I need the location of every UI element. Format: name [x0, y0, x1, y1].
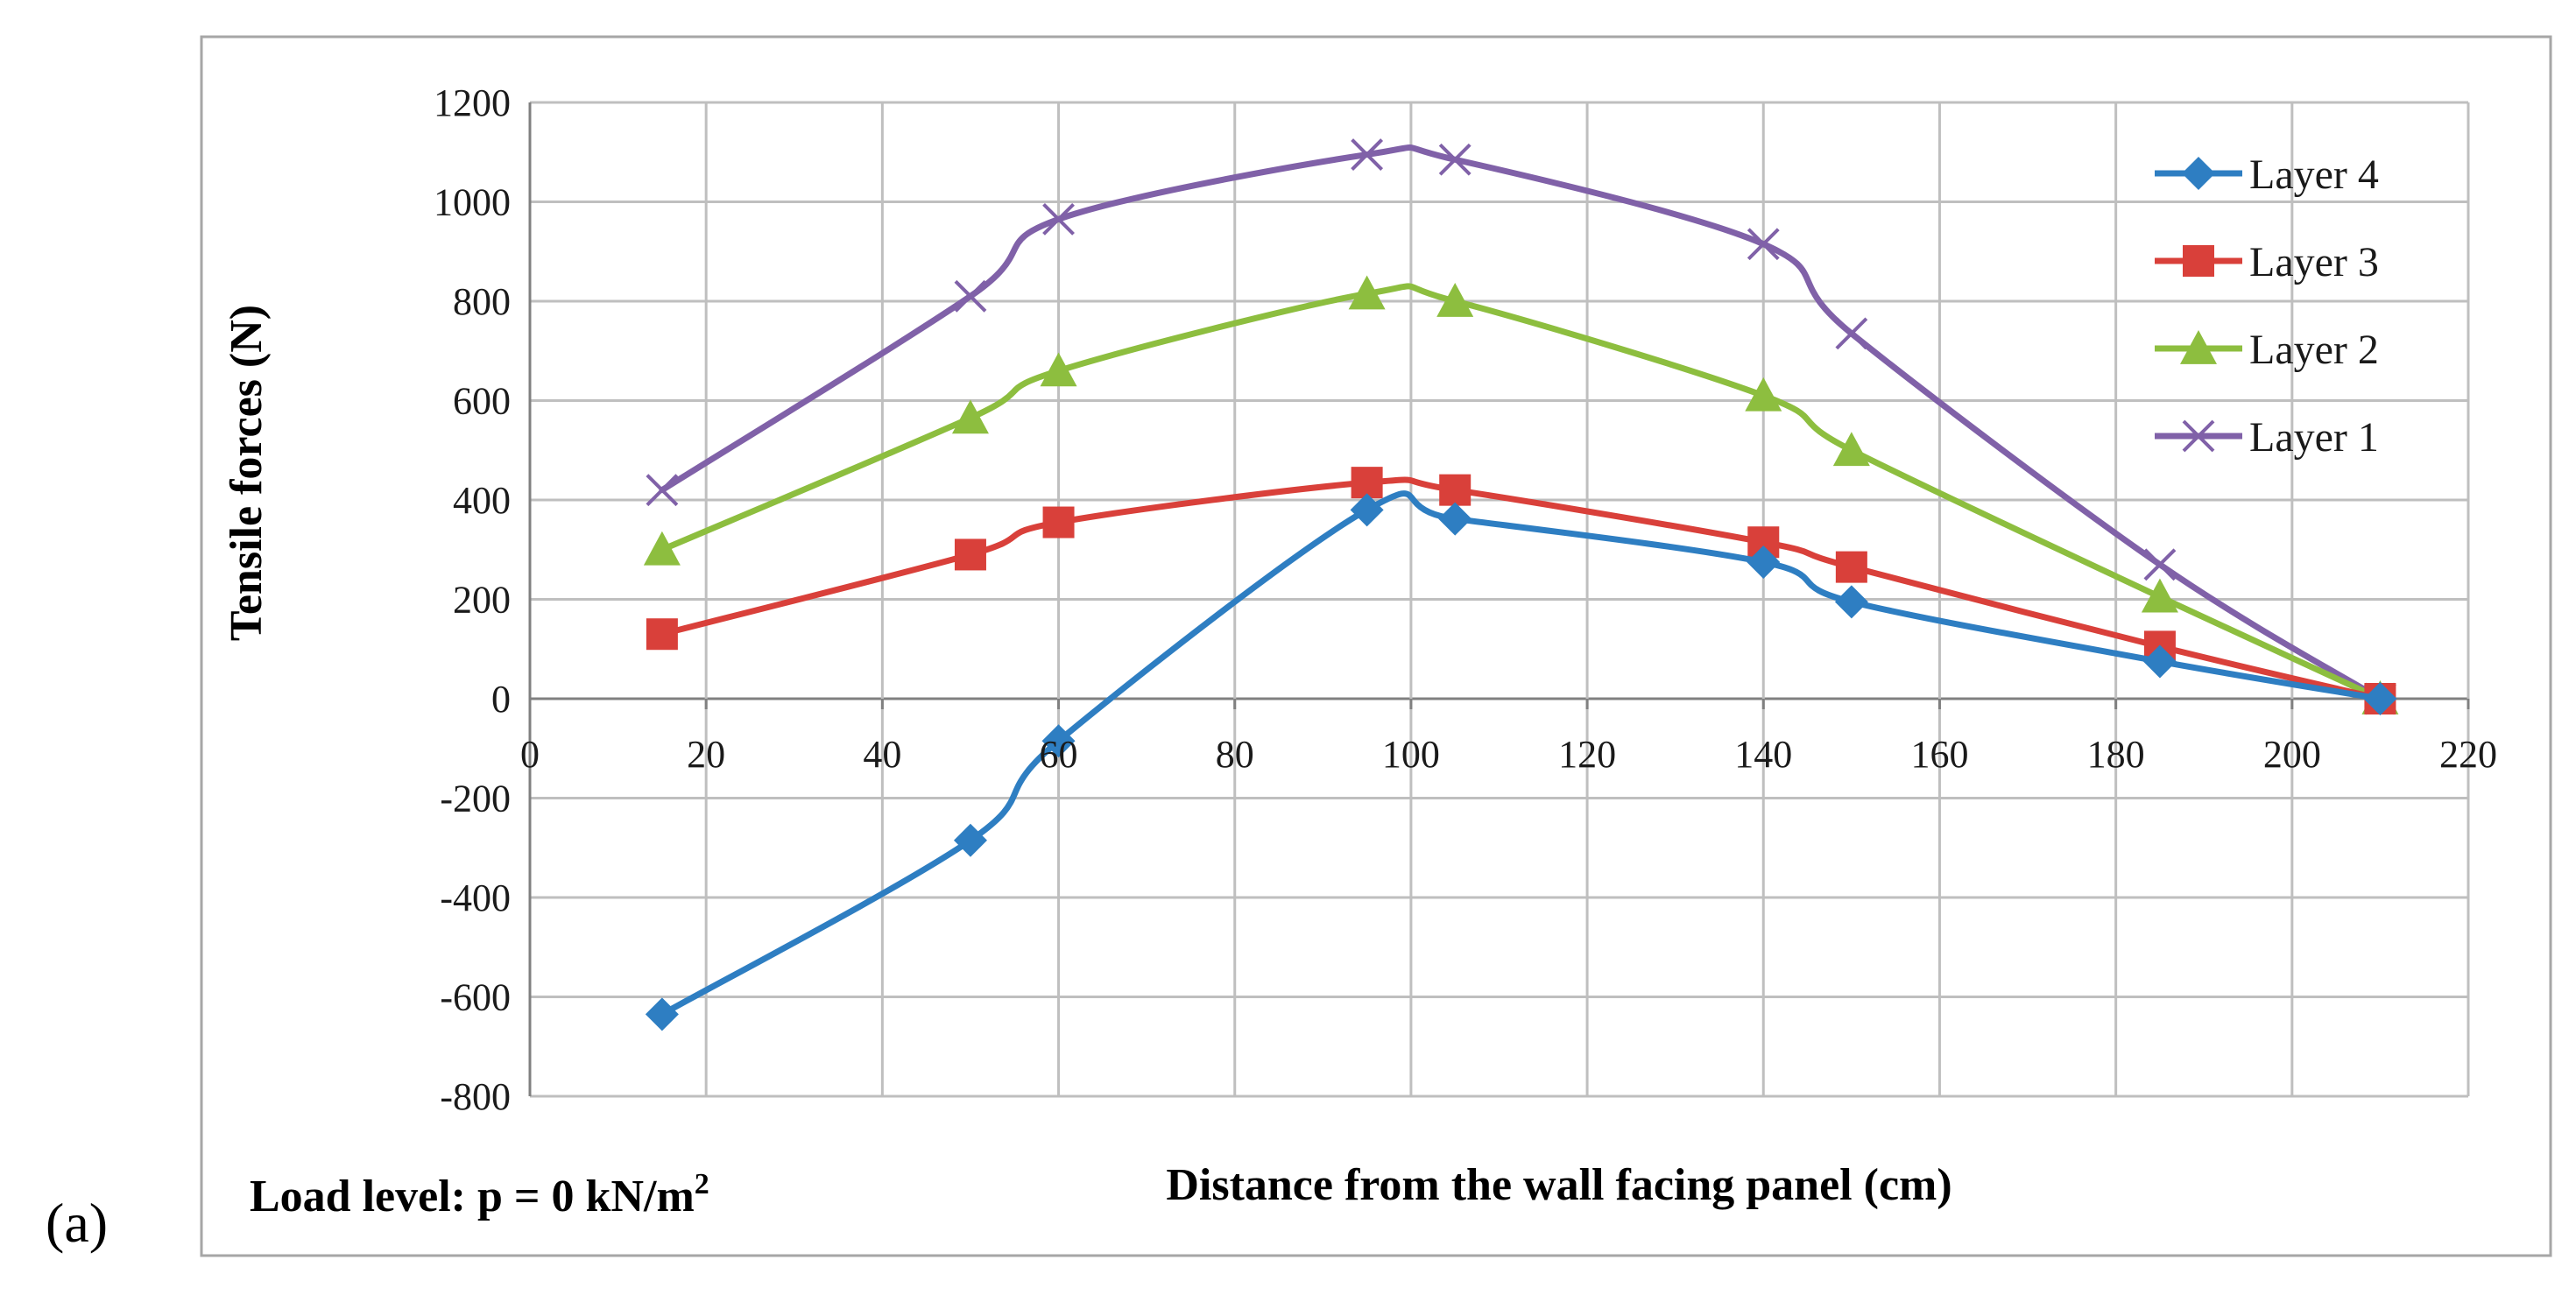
data-point-layer-4 [645, 997, 679, 1031]
data-point-layer-1 [1835, 317, 1868, 350]
data-point-layer-4 [953, 823, 987, 857]
x-tick-label: 40 [863, 733, 901, 776]
y-tick-label: 0 [491, 678, 511, 721]
x-tick-label: 60 [1040, 733, 1078, 776]
data-point-layer-2 [643, 531, 681, 566]
legend-marker-layer-1 [2182, 419, 2215, 453]
y-tick-label: -600 [440, 976, 511, 1019]
legend-marker-layer-3 [2183, 245, 2214, 277]
legend-label-layer-1: Layer 1 [2249, 414, 2379, 461]
load-level-superscript: 2 [695, 1168, 709, 1200]
y-tick-label: 400 [453, 479, 511, 522]
legend-item-layer-2: Layer 2 [2155, 327, 2379, 373]
data-point-layer-3 [1439, 474, 1471, 506]
legend: Layer 4 Layer 3 Layer 2 Layer 1 [2155, 151, 2379, 461]
y-tick-label: -400 [440, 876, 511, 919]
x-tick-label: 160 [1910, 733, 1968, 776]
series-layer-1 [646, 138, 2396, 715]
data-point-layer-3 [954, 538, 986, 571]
data-point-layer-2 [951, 399, 989, 434]
series-layer-4 [645, 490, 2397, 1031]
data-point-layer-3 [1042, 506, 1075, 538]
data-point-layer-2 [2141, 578, 2178, 613]
data-point-layer-4 [1041, 724, 1076, 758]
data-point-layer-2 [1040, 352, 1077, 387]
data-point-layer-3 [646, 618, 678, 651]
x-tick-label: 100 [1382, 733, 1440, 776]
x-axis-title: Distance from the wall facing panel (cm) [1166, 1160, 1951, 1210]
series-group [643, 138, 2399, 1031]
legend-marker-layer-2 [2180, 330, 2217, 364]
series-line-layer-4 [659, 490, 2383, 1017]
x-tick-label: 200 [2263, 733, 2321, 776]
legend-label-layer-4: Layer 4 [2249, 151, 2379, 198]
load-level-annotation: Load level: p = 0 kN/m2 [250, 1168, 709, 1221]
x-tick-label: 0 [520, 733, 540, 776]
data-point-layer-2 [1832, 432, 1870, 467]
x-tick-label: 180 [2087, 733, 2145, 776]
y-tick-label: -200 [440, 778, 511, 820]
y-tick-label: 800 [453, 280, 511, 323]
y-tick-label: 1000 [434, 181, 511, 224]
data-point-layer-4 [1438, 502, 1472, 536]
legend-item-layer-3: Layer 3 [2155, 239, 2379, 285]
data-point-layer-1 [954, 279, 987, 313]
data-point-layer-4 [2363, 682, 2397, 715]
data-point-layer-1 [1042, 202, 1075, 236]
data-point-layer-1 [1438, 143, 1471, 176]
data-point-layer-1 [2143, 548, 2177, 581]
legend-item-layer-1: Layer 1 [2155, 414, 2379, 461]
data-point-layer-1 [1747, 228, 1780, 261]
legend-item-layer-4: Layer 4 [2155, 151, 2379, 198]
y-axis-title: Tensile forces (N) [222, 305, 272, 641]
data-point-layer-2 [1436, 283, 1474, 317]
data-point-layer-2 [1745, 377, 1782, 412]
data-point-layer-3 [1835, 551, 1867, 583]
legend-label-layer-3: Layer 3 [2249, 239, 2379, 285]
y-tick-label: -800 [440, 1075, 511, 1118]
x-tick-label: 80 [1216, 733, 1254, 776]
data-point-layer-4 [2142, 644, 2177, 679]
load-level-text: Load level: p = 0 kN/m [250, 1172, 695, 1221]
series-line-layer-1 [659, 144, 2383, 702]
data-point-layer-4 [1834, 585, 1868, 619]
panel-label: (a) [46, 1192, 108, 1254]
data-point-layer-4 [1747, 545, 1781, 579]
data-point-layer-4 [1350, 493, 1384, 527]
x-tick-label: 20 [687, 733, 725, 776]
gridlines [528, 101, 2470, 1098]
x-tick-label: 220 [2439, 733, 2497, 776]
data-point-layer-1 [646, 474, 679, 507]
y-tick-label: 1200 [434, 81, 511, 124]
data-point-layer-3 [1351, 467, 1383, 499]
legend-marker-layer-4 [2182, 157, 2215, 190]
x-tick-label: 140 [1734, 733, 1792, 776]
data-point-layer-2 [1348, 275, 1386, 310]
legend-label-layer-2: Layer 2 [2249, 327, 2379, 373]
chart-border [200, 35, 2552, 1257]
y-tick-label: 200 [453, 579, 511, 622]
x-tick-label: 120 [1558, 733, 1616, 776]
y-tick-label: 600 [453, 380, 511, 423]
data-point-layer-1 [1351, 138, 1384, 172]
series-layer-2 [643, 275, 2399, 714]
